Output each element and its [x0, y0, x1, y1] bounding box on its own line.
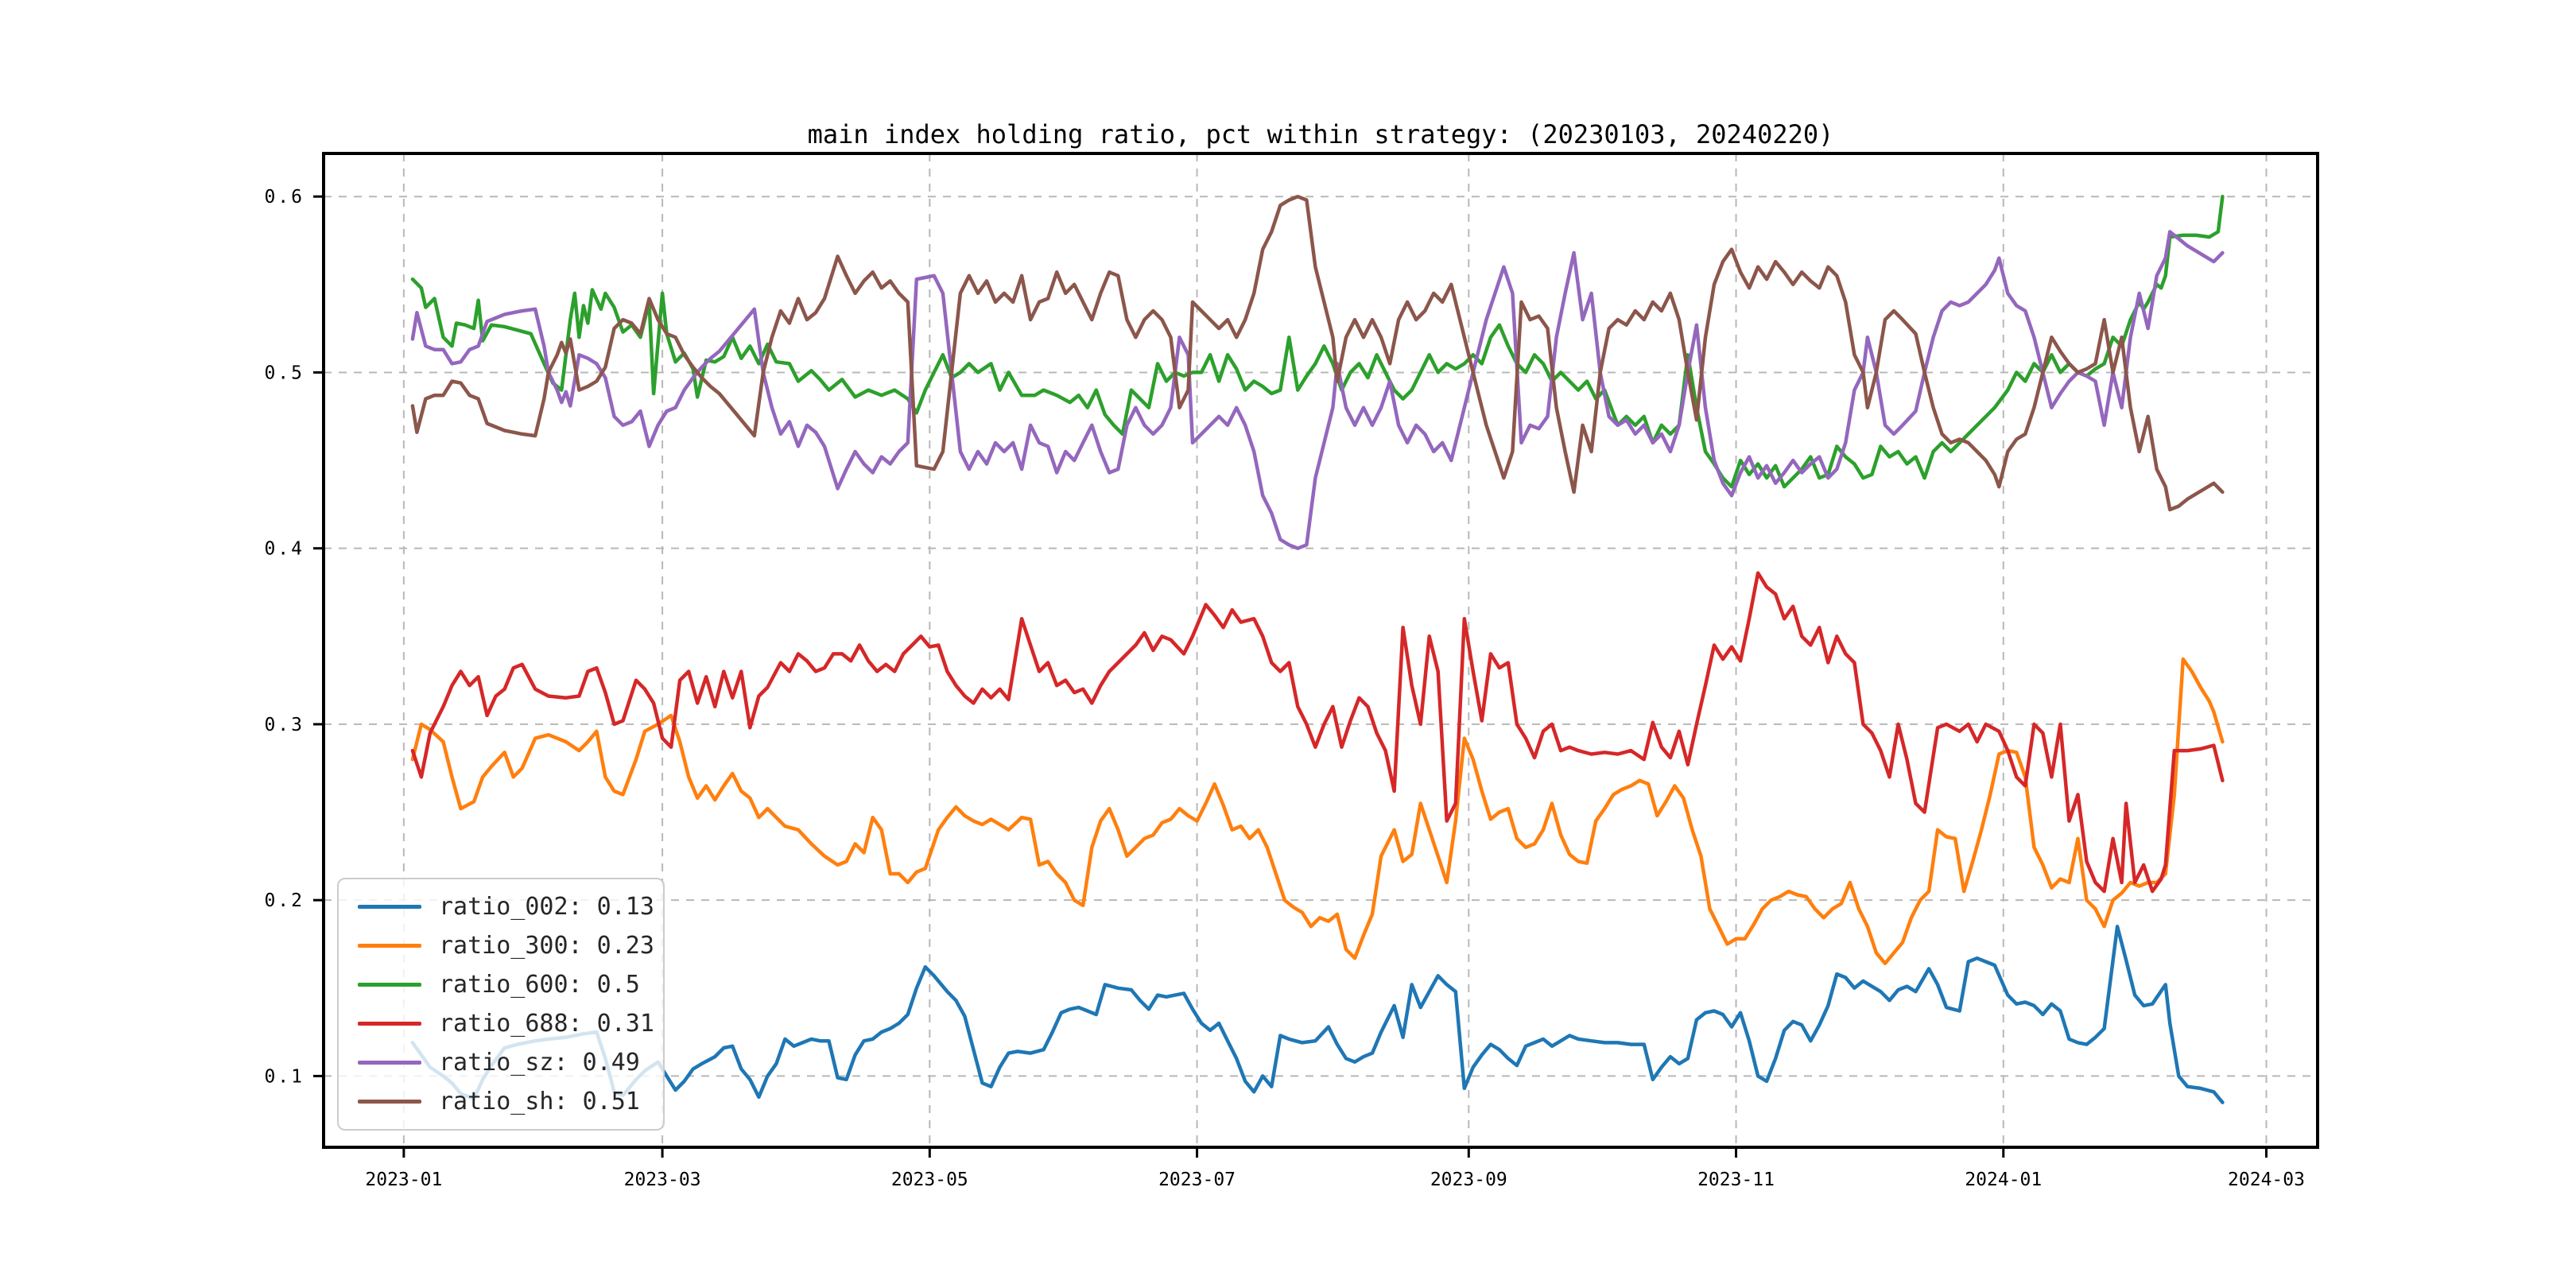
legend-item-ratio_600: ratio_600: 0.5 — [358, 965, 649, 1004]
x-tick-label: 2024-03 — [2228, 1170, 2305, 1190]
y-tick-label: 0.1 — [264, 1066, 305, 1087]
y-tick-label: 0.6 — [264, 187, 305, 208]
plot-border — [322, 152, 2319, 1149]
legend-item-ratio_sz: ratio_sz: 0.49 — [358, 1043, 649, 1082]
legend-item-ratio_002: ratio_002: 0.13 — [358, 887, 654, 926]
x-tick-label: 2024-01 — [1965, 1170, 2042, 1190]
legend-item-ratio_300: ratio_300: 0.23 — [358, 926, 654, 965]
legend-swatch — [358, 1061, 421, 1065]
chart-title: main index holding ratio, pct within str… — [807, 119, 1834, 149]
y-tick-label: 0.3 — [264, 715, 305, 735]
x-tick-label: 2023-07 — [1158, 1170, 1236, 1190]
y-tick-label: 0.4 — [264, 539, 305, 560]
x-tick-label: 2023-01 — [365, 1170, 442, 1190]
series-line-ratio_688 — [410, 571, 2225, 894]
legend-label: ratio_sh: 0.51 — [439, 1088, 640, 1115]
legend-label: ratio_688: 0.31 — [439, 1010, 654, 1038]
legend-label: ratio_sz: 0.49 — [439, 1049, 640, 1077]
legend-item-ratio_sh: ratio_sh: 0.51 — [358, 1082, 649, 1121]
legend-swatch — [358, 1022, 421, 1026]
legend-item-ratio_688: ratio_688: 0.31 — [358, 1004, 654, 1043]
x-tick-label: 2023-09 — [1430, 1170, 1507, 1190]
y-tick-label: 0.5 — [264, 363, 305, 383]
legend: ratio_002: 0.13 ratio_300: 0.23 ratio_600:… — [337, 878, 665, 1131]
series-line-ratio_600 — [410, 194, 2225, 489]
legend-swatch — [358, 905, 421, 909]
x-tick-label: 2023-05 — [891, 1170, 968, 1190]
y-tick-label: 0.2 — [264, 890, 305, 911]
legend-swatch — [358, 944, 421, 948]
series-line-ratio_300 — [410, 657, 2225, 966]
series-line-ratio_002 — [410, 925, 2225, 1104]
x-tick-label: 2023-11 — [1697, 1170, 1775, 1190]
legend-swatch — [358, 983, 421, 987]
legend-label: ratio_600: 0.5 — [439, 971, 640, 999]
series-line-ratio_sh — [410, 194, 2225, 512]
legend-label: ratio_002: 0.13 — [439, 893, 654, 921]
legend-label: ratio_300: 0.23 — [439, 932, 654, 960]
x-tick-label: 2023-03 — [624, 1170, 701, 1190]
legend-swatch — [358, 1100, 421, 1104]
